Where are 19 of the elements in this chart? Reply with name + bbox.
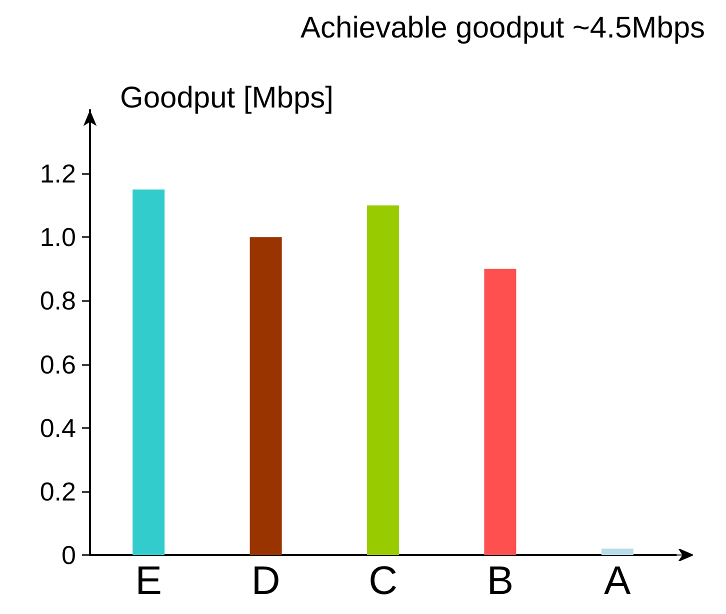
x-tick-label: C — [368, 559, 398, 603]
y-tick-label: 1.0 — [40, 222, 76, 252]
y-tick-label: 0.8 — [40, 286, 76, 316]
y-tick-label: 0 — [62, 540, 76, 570]
y-tick-label: 0.6 — [40, 349, 76, 380]
bar — [250, 237, 282, 555]
x-tick-label: B — [486, 559, 514, 603]
chart-title: Achievable goodput ~4.5Mbps — [300, 12, 706, 44]
y-tick-label: 0.4 — [40, 412, 76, 443]
x-tick-label: D — [251, 559, 280, 603]
y-tick-label: 0.2 — [40, 476, 76, 506]
x-tick-label: A — [604, 559, 632, 603]
x-tick-label: E — [135, 559, 162, 603]
y-tick-label: 1.2 — [40, 158, 76, 189]
bar — [367, 205, 399, 555]
bar — [484, 268, 516, 555]
bar — [601, 548, 634, 555]
y-axis-title: Goodput [Mbps] — [120, 82, 334, 114]
bar — [132, 189, 165, 555]
